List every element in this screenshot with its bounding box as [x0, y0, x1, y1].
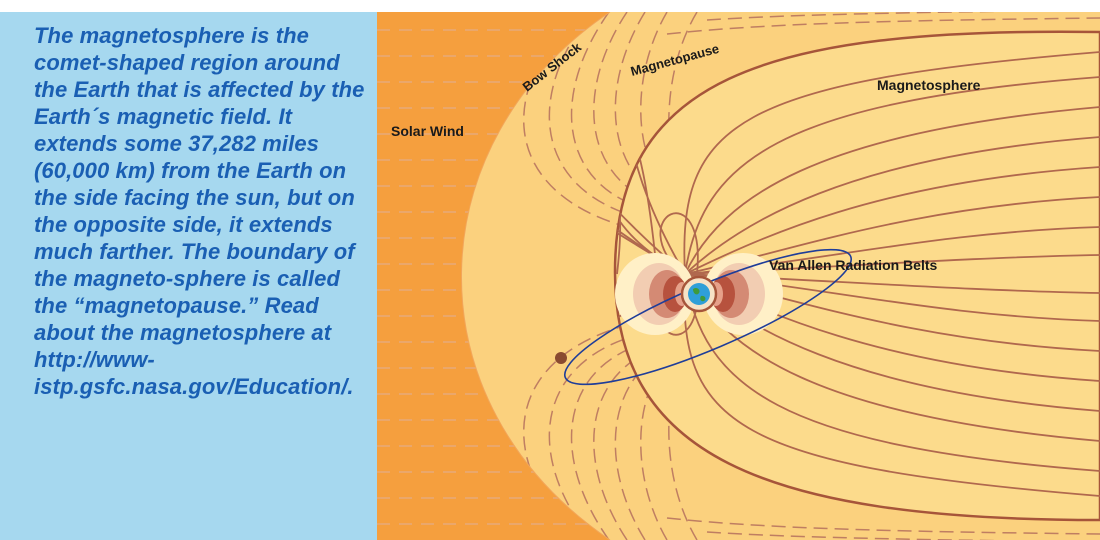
earth-icon [680, 275, 718, 313]
satellite-icon [555, 352, 567, 364]
solar-wind-label: Solar Wind [391, 123, 464, 139]
magnetosphere-field-lines [615, 51, 1100, 497]
radiation-belts [615, 253, 783, 335]
magnetosphere-region [613, 30, 1100, 522]
radiation-belts-label: Van Allen Radiation Belts [769, 257, 938, 273]
bow-shock-line [461, 12, 611, 540]
caption-panel: The magnetosphere is the comet-shaped re… [0, 12, 377, 540]
caption-text: The magnetosphere is the comet-shaped re… [34, 23, 365, 399]
magnetosphere-diagram: Solar Wind Bow Shock Magnetopause Magnet… [377, 12, 1100, 540]
magnetosphere-label: Magnetosphere [877, 77, 981, 93]
